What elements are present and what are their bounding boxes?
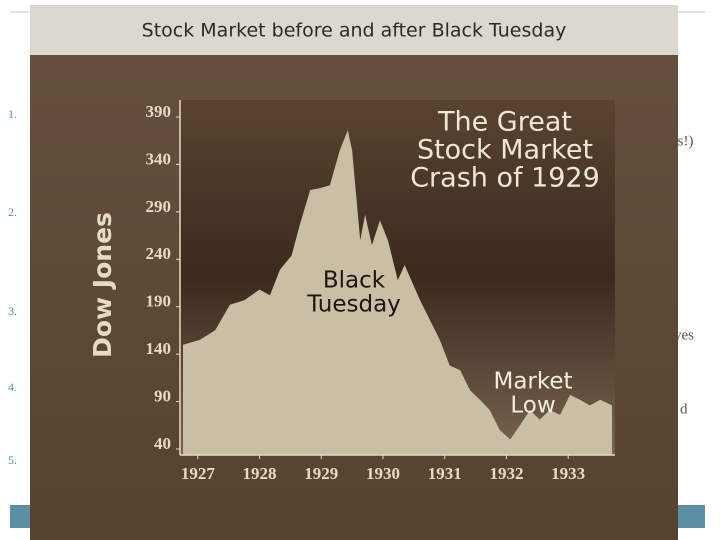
y-tick-label: 290	[146, 197, 172, 216]
annotation-market-low: Market	[493, 369, 572, 395]
list-number: 1.	[8, 107, 17, 121]
y-tick-label: 340	[146, 149, 172, 168]
list-number: 3.	[8, 304, 17, 318]
y-tick-label: 240	[146, 244, 172, 263]
annotation-black-tuesday: Tuesday	[306, 292, 401, 318]
body-text-fragment: ves	[674, 327, 694, 343]
list-number: 5.	[8, 453, 17, 467]
annotation-headline: Stock Market	[417, 135, 593, 166]
annotation-headline: The Great	[437, 107, 572, 138]
y-tick-label: 390	[146, 102, 172, 121]
x-tick-label: 1929	[304, 464, 338, 483]
x-tick-label: 1932	[489, 464, 523, 483]
y-tick-label: 90	[154, 386, 171, 405]
x-tick-label: 1930	[366, 464, 400, 483]
y-tick-label: 190	[146, 292, 172, 311]
y-tick-label: 140	[146, 339, 172, 358]
annotation-headline: Crash of 1929	[410, 163, 600, 194]
annotation-market-low: Low	[510, 393, 555, 419]
x-tick-label: 1933	[551, 464, 585, 483]
list-number: 4.	[8, 380, 17, 394]
y-axis-label: Dow Jones	[88, 212, 117, 358]
list-number: 2.	[8, 205, 17, 219]
x-tick-label: 1928	[243, 464, 277, 483]
annotation-black-tuesday: Black	[323, 268, 386, 294]
area	[183, 130, 612, 456]
x-tick-label: 1927	[181, 464, 216, 483]
title-band	[30, 5, 678, 55]
x-tick-label: 1931	[428, 464, 462, 483]
chart-title: Stock Market before and after Black Tues…	[142, 20, 567, 42]
body-text-fragment: d	[680, 401, 688, 417]
y-tick-label: 40	[154, 434, 171, 453]
